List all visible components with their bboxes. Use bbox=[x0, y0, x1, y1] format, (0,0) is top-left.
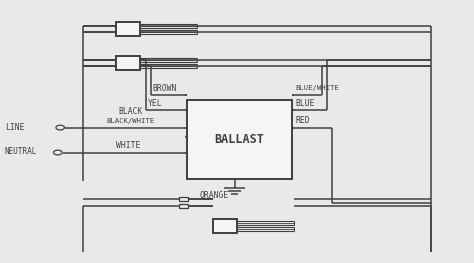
Text: ORANGE: ORANGE bbox=[199, 191, 228, 200]
Text: RED: RED bbox=[295, 117, 310, 125]
Bar bbox=[116, 22, 140, 36]
Text: BLUE/WHITE: BLUE/WHITE bbox=[295, 85, 339, 91]
Bar bbox=[116, 56, 140, 70]
Bar bbox=[179, 197, 188, 201]
Text: BALLAST: BALLAST bbox=[214, 133, 264, 146]
Bar bbox=[179, 204, 188, 208]
Bar bbox=[187, 100, 292, 179]
Text: LINE: LINE bbox=[5, 123, 24, 132]
Text: BLACK: BLACK bbox=[118, 107, 143, 116]
Text: YEL: YEL bbox=[148, 99, 163, 108]
Text: BLUE: BLUE bbox=[295, 99, 315, 108]
Bar bbox=[213, 219, 237, 234]
Text: BLACK/WHITE: BLACK/WHITE bbox=[107, 118, 155, 124]
Text: WHITE: WHITE bbox=[116, 141, 140, 150]
Text: BROWN: BROWN bbox=[153, 84, 177, 93]
Text: NEUTRAL: NEUTRAL bbox=[5, 147, 37, 156]
